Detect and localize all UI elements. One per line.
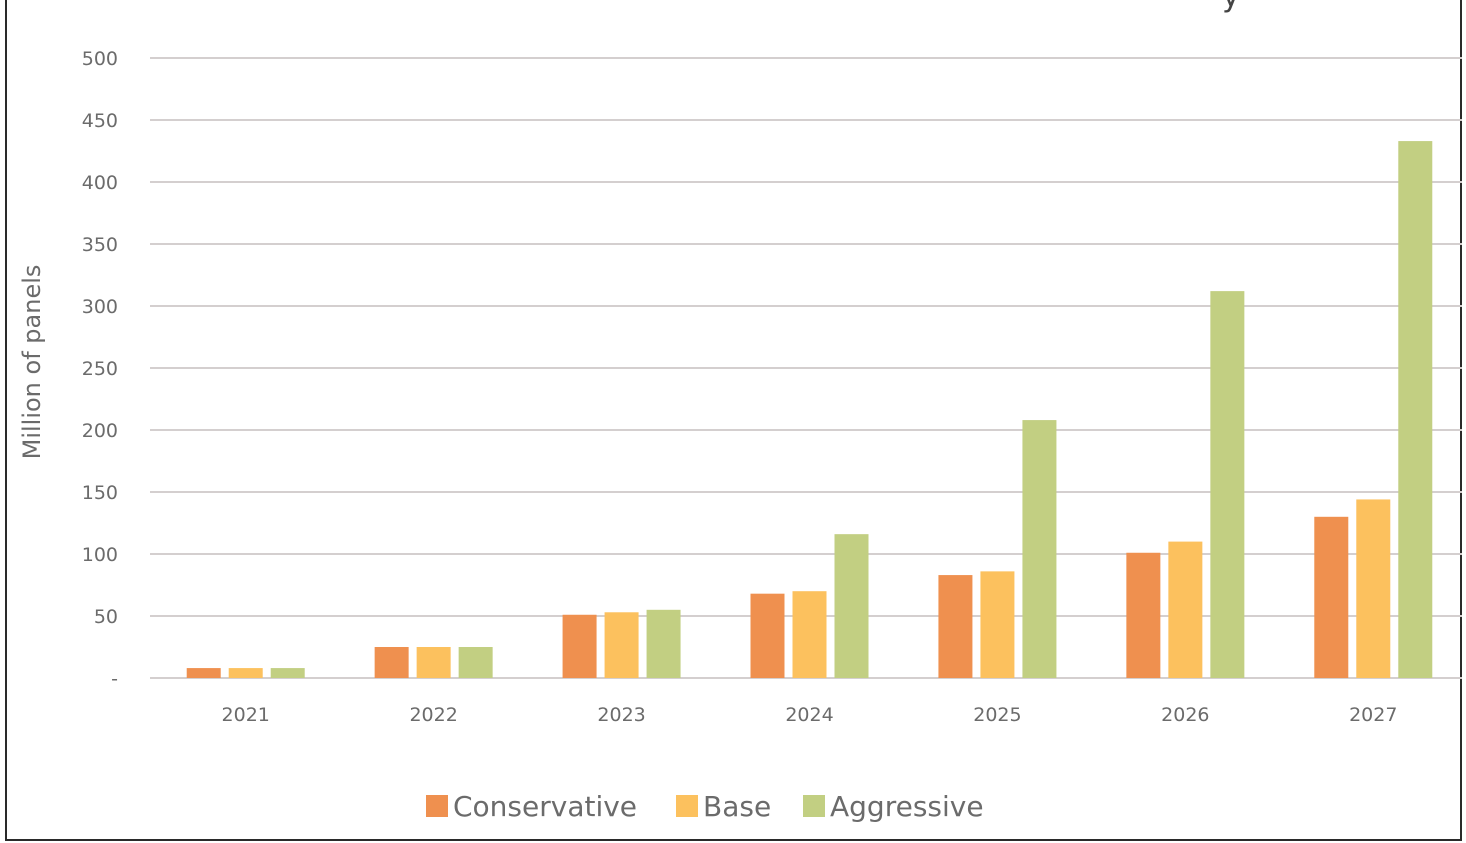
bar-conservative-2022 xyxy=(374,647,409,678)
y-tick-label-250: 250 xyxy=(82,358,118,380)
x-tick-label-2022: 2022 xyxy=(409,704,457,726)
y-tick-label-450: 450 xyxy=(82,110,118,132)
bar-conservative-2024 xyxy=(750,593,785,678)
legend-label-aggressive: Aggressive xyxy=(830,790,984,823)
legend-swatch-aggressive xyxy=(803,795,825,817)
y-axis-title: Million of panels xyxy=(18,265,46,460)
y-axis-ticks: - 50 100 150 200 250 300 350 400 450 500 xyxy=(82,48,118,690)
bar-aggressive-2022 xyxy=(458,647,493,678)
y-tick-label-100: 100 xyxy=(82,544,118,566)
y-tick-label-500: 500 xyxy=(82,48,118,70)
x-tick-label-2027: 2027 xyxy=(1349,704,1397,726)
bar-conservative-2026 xyxy=(1126,552,1161,678)
x-tick-label-2026: 2026 xyxy=(1161,704,1209,726)
bars xyxy=(186,141,1433,678)
bar-aggressive-2024 xyxy=(834,534,869,678)
bar-base-2023 xyxy=(604,612,639,678)
grid-lines xyxy=(150,57,1462,679)
bar-conservative-2021 xyxy=(186,668,221,678)
x-tick-label-2025: 2025 xyxy=(973,704,1021,726)
bar-base-2027 xyxy=(1356,499,1391,678)
y-tick-label-300: 300 xyxy=(82,296,118,318)
legend-swatch-conservative xyxy=(426,795,448,817)
bar-conservative-2025 xyxy=(938,575,973,678)
bar-conservative-2027 xyxy=(1314,516,1349,678)
y-tick-label-50: 50 xyxy=(94,606,118,628)
bar-base-2024 xyxy=(792,591,827,678)
y-tick-label-0: - xyxy=(111,668,118,690)
bar-base-2021 xyxy=(228,668,263,678)
legend-label-base: Base xyxy=(703,790,771,823)
x-axis-ticks: 2021 2022 2023 2024 2025 2026 2027 xyxy=(222,704,1398,726)
bar-aggressive-2026 xyxy=(1210,291,1245,678)
bar-aggressive-2023 xyxy=(646,609,681,678)
x-tick-label-2021: 2021 xyxy=(222,704,270,726)
bar-conservative-2023 xyxy=(562,614,597,678)
bar-base-2025 xyxy=(980,571,1015,678)
bar-aggressive-2027 xyxy=(1398,141,1433,678)
bar-aggressive-2021 xyxy=(270,668,305,678)
legend-swatch-base xyxy=(676,795,698,817)
bar-base-2026 xyxy=(1168,541,1203,678)
title-fragment: y xyxy=(1222,0,1240,14)
bar-aggressive-2025 xyxy=(1022,420,1057,678)
y-tick-label-350: 350 xyxy=(82,234,118,256)
x-tick-label-2023: 2023 xyxy=(597,704,645,726)
y-tick-label-400: 400 xyxy=(82,172,118,194)
x-tick-label-2024: 2024 xyxy=(785,704,833,726)
y-tick-label-200: 200 xyxy=(82,420,118,442)
y-tick-label-150: 150 xyxy=(82,482,118,504)
chart-frame xyxy=(5,0,1462,841)
legend: Conservative Base Aggressive xyxy=(426,790,984,823)
legend-label-conservative: Conservative xyxy=(453,790,637,823)
bar-base-2022 xyxy=(416,647,451,678)
